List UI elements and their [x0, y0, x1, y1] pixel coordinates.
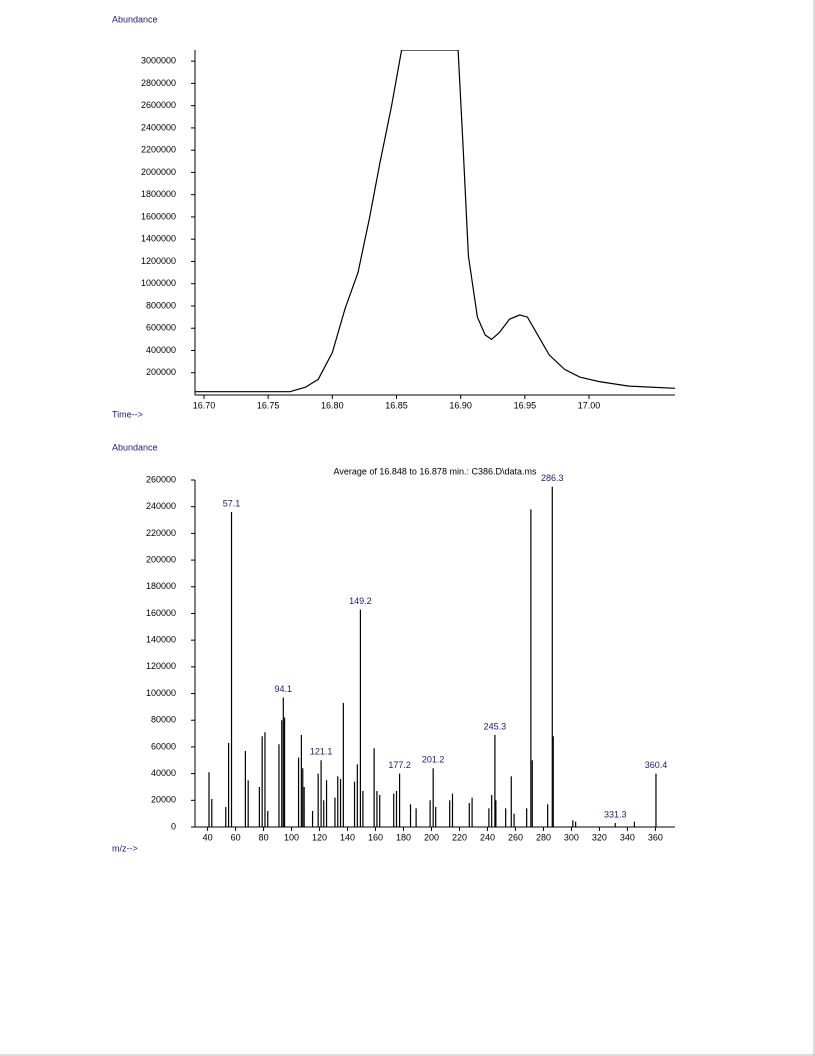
x-tick-label: 160: [368, 832, 383, 842]
x-tick-label: 180: [396, 832, 411, 842]
peak-label: 149.2: [349, 596, 372, 606]
y-tick-label: 20000: [151, 795, 176, 805]
y-tick-label: 100000: [146, 688, 176, 698]
peak-label: 94.1: [275, 684, 293, 694]
y-tick-label: 1000000: [141, 278, 176, 288]
y-tick-label: 1400000: [141, 234, 176, 244]
y-tick-label: 800000: [146, 300, 176, 310]
y-tick-label: 1200000: [141, 256, 176, 266]
x-tick-label: 320: [592, 832, 607, 842]
y-tick-label: 400000: [146, 345, 176, 355]
peak-label: 201.2: [422, 755, 445, 765]
y-tick-label: 1600000: [141, 211, 176, 221]
y-tick-label: 240000: [146, 501, 176, 511]
y-axis-label: Abundance: [112, 14, 158, 24]
x-tick-label: 16.70: [193, 400, 216, 410]
peak-label: 286.3: [541, 473, 564, 483]
peak-label: 57.1: [223, 498, 241, 508]
x-tick-label: 220: [452, 832, 467, 842]
x-tick-label: 360: [648, 832, 663, 842]
y-tick-label: 200000: [146, 554, 176, 564]
y-tick-label: 2200000: [141, 145, 176, 155]
y-tick-label: 3000000: [141, 56, 176, 66]
y-tick-label: 200000: [146, 367, 176, 377]
x-tick-label: 260: [508, 832, 523, 842]
x-tick-label: 280: [536, 832, 551, 842]
x-tick-label: 340: [620, 832, 635, 842]
peak-label: 245.3: [484, 721, 507, 731]
data-line: [195, 50, 675, 393]
y-tick-label: 120000: [146, 661, 176, 671]
y-tick-label: 1800000: [141, 189, 176, 199]
peak-label: 121.1: [310, 747, 333, 757]
x-tick-label: 140: [340, 832, 355, 842]
y-tick-label: 60000: [151, 741, 176, 751]
x-axis-label: m/z-->: [112, 843, 138, 853]
x-tick-label: 17.00: [578, 400, 601, 410]
x-tick-label: 300: [564, 832, 579, 842]
y-tick-label: 260000: [146, 474, 176, 484]
y-tick-label: 80000: [151, 715, 176, 725]
peak-label: 331.3: [604, 809, 627, 819]
x-tick-label: 200: [424, 832, 439, 842]
y-axis-label: Abundance: [112, 442, 158, 452]
y-tick-label: 160000: [146, 608, 176, 618]
x-tick-label: 100: [284, 832, 299, 842]
x-tick-label: 16.85: [385, 400, 408, 410]
x-tick-label: 40: [203, 832, 213, 842]
x-tick-label: 120: [312, 832, 327, 842]
y-tick-label: 2000000: [141, 167, 176, 177]
y-tick-label: 180000: [146, 581, 176, 591]
y-tick-label: 220000: [146, 528, 176, 538]
y-tick-label: 600000: [146, 323, 176, 333]
x-tick-label: 80: [259, 832, 269, 842]
x-tick-label: 16.95: [514, 400, 537, 410]
x-tick-label: 60: [231, 832, 241, 842]
x-axis-label: Time-->: [112, 409, 143, 419]
peak-label: 360.4: [645, 760, 668, 770]
y-tick-label: 2600000: [141, 100, 176, 110]
y-tick-label: 0: [171, 821, 176, 831]
chart-title: Average of 16.848 to 16.878 min.: C386.D…: [334, 466, 537, 476]
x-tick-label: 16.80: [321, 400, 344, 410]
y-tick-label: 2400000: [141, 122, 176, 132]
y-tick-label: 2800000: [141, 78, 176, 88]
y-tick-label: 140000: [146, 635, 176, 645]
x-tick-label: 16.90: [449, 400, 472, 410]
x-tick-label: 16.75: [257, 400, 280, 410]
peak-label: 177.2: [388, 760, 411, 770]
y-tick-label: 40000: [151, 768, 176, 778]
x-tick-label: 240: [480, 832, 495, 842]
